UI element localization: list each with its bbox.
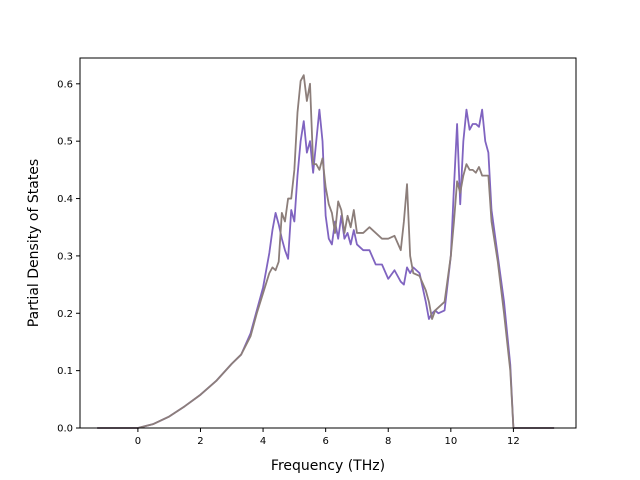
x-tick-label: 6 [322, 436, 328, 447]
x-axis-title: Frequency (THz) [271, 458, 385, 474]
y-axis-ticks: 0.0 0.1 0.2 0.3 0.4 0.5 0.6 [57, 79, 80, 435]
y-tick-label: 0.6 [57, 79, 73, 90]
x-tick-label: 8 [385, 436, 391, 447]
y-axis-title: Partial Density of States [26, 159, 42, 327]
y-tick-label: 0.5 [57, 137, 73, 148]
x-tick-label: 4 [260, 436, 266, 447]
series-layer [97, 74, 555, 429]
series-line-1 [97, 108, 555, 429]
y-tick-label: 0.4 [57, 194, 73, 205]
y-tick-label: 0.1 [57, 366, 73, 377]
x-tick-label: 0 [135, 436, 141, 447]
x-tick-label: 12 [507, 436, 520, 447]
series-line-2 [97, 74, 555, 429]
y-tick-label: 0.2 [57, 309, 73, 320]
x-tick-label: 10 [444, 436, 457, 447]
y-tick-label: 0.3 [57, 251, 73, 262]
x-tick-label: 2 [197, 436, 203, 447]
x-axis-ticks: 0 2 4 6 8 10 12 [135, 428, 520, 447]
plot-area-frame [79, 57, 577, 429]
y-tick-label: 0.0 [57, 424, 73, 435]
